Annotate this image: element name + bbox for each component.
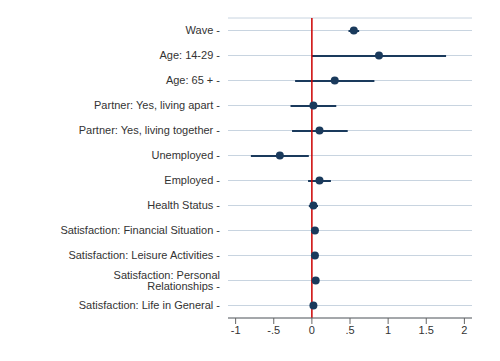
svg-text:Satisfaction: PersonalRelation: Satisfaction: PersonalRelationships - [114,269,221,292]
svg-text:Satisfaction: Leisure Activiti: Satisfaction: Leisure Activities - [68,249,220,261]
svg-text:Health Status -: Health Status - [147,199,220,211]
svg-text:-1: -1 [231,324,241,336]
svg-text:2: 2 [461,324,467,336]
svg-text:Partner: Yes, living apart -: Partner: Yes, living apart - [94,99,220,111]
svg-text:1: 1 [385,324,391,336]
svg-text:Age: 14-29 -: Age: 14-29 - [159,49,220,61]
svg-text:Wave -: Wave - [186,24,221,36]
svg-text:Partner: Yes, living together: Partner: Yes, living together - [79,124,221,136]
svg-text:.5: .5 [345,324,354,336]
svg-text:1.5: 1.5 [419,324,434,336]
svg-text:Employed -: Employed - [164,174,220,186]
svg-text:Age: 65 + -: Age: 65 + - [166,74,220,86]
svg-text:Satisfaction: Life in General: Satisfaction: Life in General - [79,299,221,311]
svg-text:0: 0 [309,324,315,336]
svg-text:Satisfaction: Financial Situat: Satisfaction: Financial Situation - [60,224,220,236]
svg-text:-.5: -.5 [267,324,280,336]
svg-text:Unemployed -: Unemployed - [152,149,221,161]
